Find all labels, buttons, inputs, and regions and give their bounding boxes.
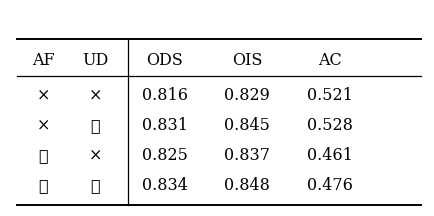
Text: 0.831: 0.831 — [142, 117, 188, 134]
Text: ×: × — [37, 87, 50, 103]
Text: 0.845: 0.845 — [224, 117, 270, 134]
Text: UD: UD — [82, 52, 108, 69]
Text: ×: × — [89, 87, 102, 103]
Text: ✓: ✓ — [39, 177, 48, 194]
Text: ×: × — [37, 117, 50, 134]
Text: 0.834: 0.834 — [142, 177, 188, 194]
Text: ×: × — [89, 147, 102, 164]
Text: 0.476: 0.476 — [307, 177, 353, 194]
Text: 0.521: 0.521 — [307, 87, 353, 103]
Text: 0.829: 0.829 — [224, 87, 270, 103]
Text: 0.825: 0.825 — [142, 147, 188, 164]
Text: 0.837: 0.837 — [224, 147, 270, 164]
Text: 0.528: 0.528 — [307, 117, 353, 134]
Text: 0.461: 0.461 — [307, 147, 353, 164]
Text: AF: AF — [32, 52, 55, 69]
Text: AC: AC — [318, 52, 342, 69]
Text: OIS: OIS — [232, 52, 263, 69]
Text: ✓: ✓ — [91, 177, 100, 194]
Text: ODS: ODS — [147, 52, 183, 69]
Text: ✓: ✓ — [39, 147, 48, 164]
Text: 0.816: 0.816 — [142, 87, 188, 103]
Text: 0.848: 0.848 — [224, 177, 270, 194]
Text: ✓: ✓ — [91, 117, 100, 134]
